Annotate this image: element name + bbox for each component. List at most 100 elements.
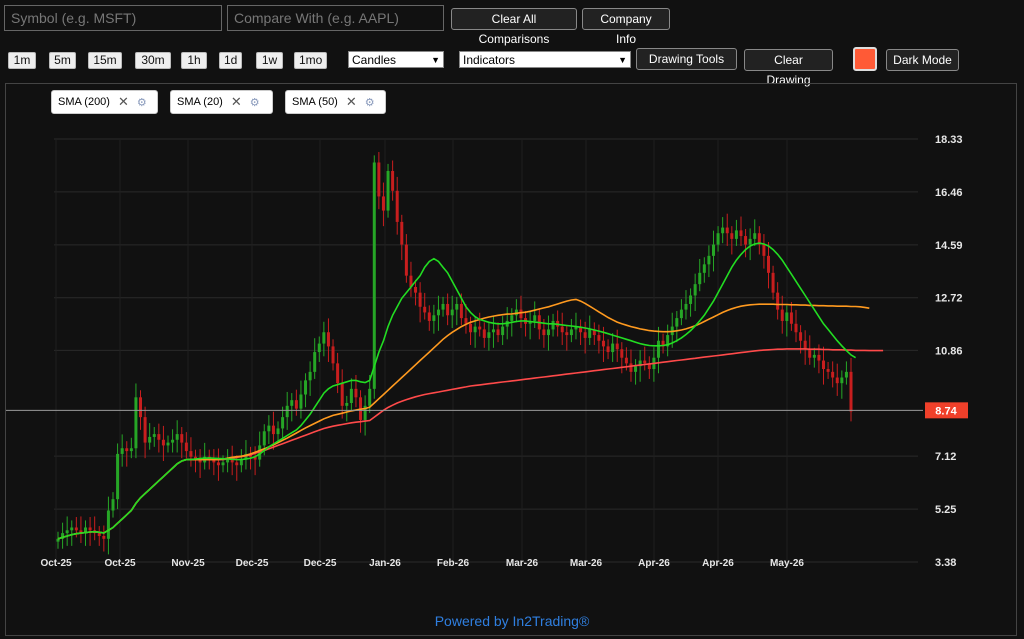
price-chart[interactable]: 18.33 16.46 14.59 12.72 10.86 7.12 5.25 3.38 Oct… [6,84,1016,635]
x-tick-label: Apr-26 [702,558,734,569]
indicator-chip: SMA (200) ✕ ⚙ [51,90,158,114]
candle-body [189,451,193,457]
candle-body [313,352,317,372]
timeframe-button-30m[interactable]: 30m [135,52,171,69]
candle-body [326,332,330,347]
timeframe-button-1h[interactable]: 1h [181,52,207,69]
gear-icon[interactable]: ⚙ [136,96,147,109]
candle-body [244,453,248,460]
candle-body [606,346,610,353]
candle-body [372,162,376,389]
candle-body [198,459,202,463]
candle-body [148,436,152,443]
candle-body [400,221,404,245]
timeframe-button-1w[interactable]: 1w [256,52,283,69]
x-tick-label: Apr-26 [638,558,670,569]
candle-body [106,510,110,539]
candle-body [643,360,647,364]
y-tick-label: 16.46 [935,187,963,199]
candle-body [111,499,115,511]
x-tick-label: Feb-26 [437,558,470,569]
candle-body [744,236,748,245]
candle-body [152,434,156,437]
candle-body [647,363,651,370]
candle-body [835,377,839,384]
dark-mode-button[interactable]: Dark Mode [886,49,959,71]
candle-body [789,312,793,324]
candle-body [473,326,477,333]
candle-body [514,309,518,316]
color-picker-swatch[interactable] [853,47,877,71]
footer-credit[interactable]: Powered by In2Trading® [434,613,590,629]
candle-body [840,377,844,384]
candle-body [345,402,349,406]
candle-body [391,170,395,191]
indicators-select[interactable]: Indicators ▼ [459,51,631,68]
candle-body [239,459,243,466]
symbol-input[interactable] [4,5,222,31]
candle-body [739,230,743,237]
candle-body [446,303,450,316]
y-tick-label: 14.59 [935,240,963,252]
close-icon[interactable]: ✕ [345,94,357,109]
candle-body [221,462,225,466]
candle-body [702,264,706,273]
candle-body [624,357,628,364]
timeframe-button-1d[interactable]: 1d [219,52,242,69]
gear-icon[interactable]: ⚙ [249,96,260,109]
candle-body [487,332,491,338]
candle-body [418,292,422,307]
candle-body [730,233,734,239]
candle-body [226,459,230,463]
timeframe-button-1mo[interactable]: 1mo [294,52,327,69]
candle-body [748,238,752,245]
candle-body [290,400,294,406]
candle-body [308,371,312,381]
gear-icon[interactable]: ⚙ [364,96,375,109]
candle-body [821,360,825,370]
candle-body [799,332,803,341]
chart-type-select[interactable]: Candles ▼ [348,51,444,68]
candle-body [579,326,583,333]
candle-body [276,428,280,435]
compare-input[interactable] [227,5,444,31]
timeframe-button-1m[interactable]: 1m [8,52,36,69]
candle-body [812,354,816,358]
x-tick-label: Dec-25 [236,558,269,569]
candle-body [414,286,418,293]
candle-body [565,332,569,336]
candle-body [381,196,385,211]
candle-body [826,369,830,372]
candle-body [74,527,78,531]
candle-body [175,434,179,440]
candle-body [304,380,308,395]
close-icon[interactable]: ✕ [230,94,242,109]
indicators-value: Indicators [463,52,516,67]
candle-body [354,388,358,398]
candle-body [432,315,436,321]
candle-body [267,425,271,432]
candle-body [129,448,133,452]
chart-panel: 18.33 16.46 14.59 12.72 10.86 7.12 5.25 3.38 Oct… [5,83,1017,636]
candle-body [235,462,239,466]
company-info-button[interactable]: Company Info [582,8,670,46]
candle-body [120,448,124,454]
candle-body [65,530,69,534]
drawing-tools-button[interactable]: Drawing Tools [636,48,737,70]
candle-body [299,394,303,409]
timeframe-button-15m[interactable]: 15m [88,52,122,69]
candle-body [734,230,738,239]
close-icon[interactable]: ✕ [117,94,129,109]
candle-body [620,349,624,358]
y-tick-label: 18.33 [935,134,963,146]
clear-comparisons-button[interactable]: Clear All Comparisons [451,8,577,46]
timeframe-button-5m[interactable]: 5m [49,52,76,69]
candle-body [363,405,367,420]
candle-body [478,326,482,330]
clear-drawing-button[interactable]: Clear Drawing [744,49,833,87]
candle-body [519,309,523,319]
candle-body [689,295,693,304]
candle-body [588,329,592,338]
candle-body [230,459,234,463]
candle-body [271,425,275,435]
